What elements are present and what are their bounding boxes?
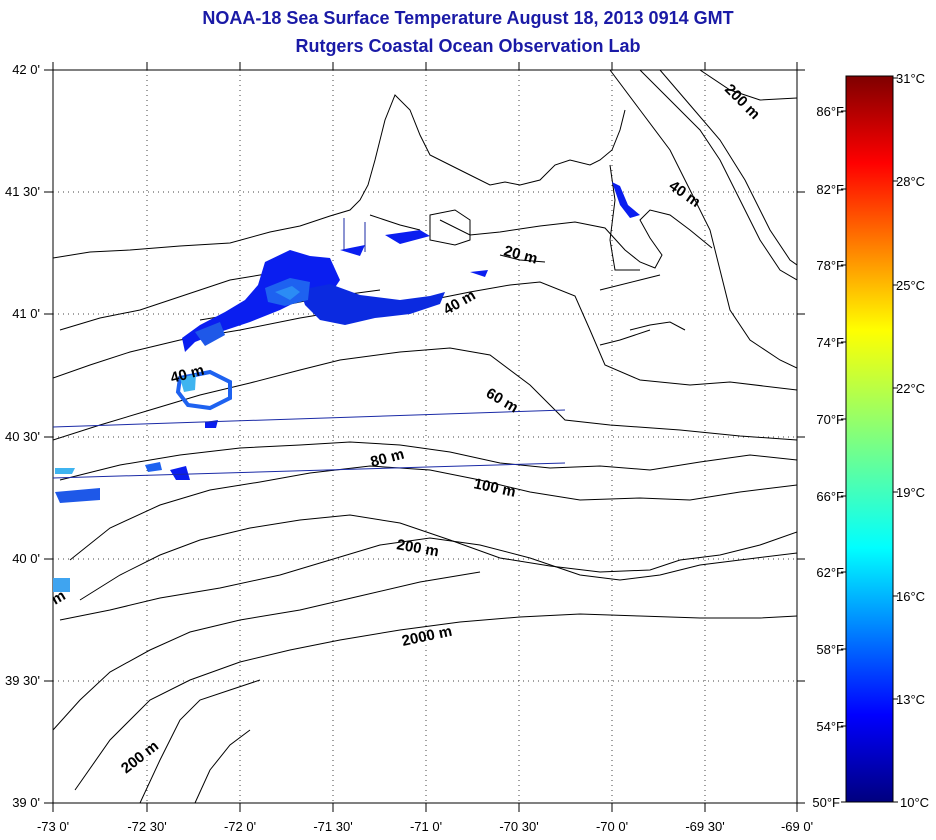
- celsius-label: 13°C: [896, 692, 925, 707]
- celsius-label: 31°C: [896, 71, 925, 86]
- lon-label: -72 30': [127, 819, 166, 834]
- celsius-label: 25°C: [896, 278, 925, 293]
- colorbar-celsius-labels: 31°C 28°C 25°C 22°C 19°C 16°C 13°C 10°C: [896, 71, 929, 810]
- colorbar-fahrenheit-labels: 86°F 82°F 78°F 74°F 70°F 66°F 62°F 58°F …: [812, 104, 844, 810]
- map-subtitle: Rutgers Coastal Ocean Observation Lab: [295, 36, 641, 56]
- fahrenheit-label: 54°F: [816, 719, 844, 734]
- fahrenheit-label: 78°F: [816, 258, 844, 273]
- colorbar-ticks: [841, 77, 898, 803]
- fahrenheit-label: 62°F: [816, 565, 844, 580]
- lat-label: 39 0': [12, 795, 40, 810]
- fahrenheit-label: 50°F: [812, 795, 840, 810]
- sst-swath: [53, 182, 640, 592]
- bathymetry-contours: [53, 70, 797, 803]
- longitude-labels: -73 0' -72 30' -72 0' -71 30' -71 0' -70…: [37, 819, 813, 834]
- lon-label: -71 30': [313, 819, 352, 834]
- fahrenheit-label: 86°F: [816, 104, 844, 119]
- lat-label: 42 0': [12, 62, 40, 77]
- coastline: [53, 94, 713, 346]
- lon-label: -71 0': [410, 819, 442, 834]
- fahrenheit-label: 66°F: [816, 489, 844, 504]
- lat-label: 41 0': [12, 306, 40, 321]
- lon-label: -69 0': [781, 819, 813, 834]
- celsius-label: 10°C: [900, 795, 929, 810]
- colorbar: [845, 75, 894, 803]
- fahrenheit-label: 58°F: [816, 642, 844, 657]
- fahrenheit-label: 82°F: [816, 182, 844, 197]
- lon-label: -73 0': [37, 819, 69, 834]
- lon-label: -70 0': [596, 819, 628, 834]
- frame-ticks: [44, 62, 805, 812]
- lon-label: -69 30': [685, 819, 724, 834]
- fahrenheit-label: 74°F: [816, 335, 844, 350]
- fahrenheit-label: 70°F: [816, 412, 844, 427]
- lat-label: 41 30': [5, 184, 40, 199]
- latitude-labels: 42 0' 41 30' 41 0' 40 30' 40 0' 39 30' 3…: [5, 62, 40, 810]
- map-title: NOAA-18 Sea Surface Temperature August 1…: [202, 8, 734, 28]
- lat-label: 40 0': [12, 551, 40, 566]
- celsius-label: 16°C: [896, 589, 925, 604]
- lat-label: 39 30': [5, 673, 40, 688]
- celsius-label: 28°C: [896, 174, 925, 189]
- lat-label: 40 30': [5, 429, 40, 444]
- celsius-label: 19°C: [896, 485, 925, 500]
- graticule: [53, 70, 797, 803]
- lon-label: -70 30': [499, 819, 538, 834]
- lon-label: -72 0': [224, 819, 256, 834]
- celsius-label: 22°C: [896, 381, 925, 396]
